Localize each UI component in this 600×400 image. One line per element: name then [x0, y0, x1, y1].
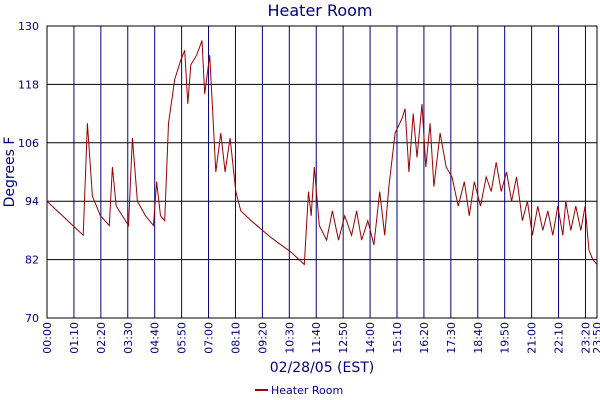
y-tick-label: 70: [25, 312, 39, 325]
y-tick-label: 94: [25, 195, 39, 208]
y-tick-label: 118: [18, 78, 39, 91]
plot-frame: [46, 25, 598, 319]
x-tick-label: 05:50: [176, 322, 189, 354]
x-tick-label: 14:00: [364, 322, 377, 354]
x-tick-label: 01:10: [68, 322, 81, 354]
x-tick-label: 19:50: [499, 322, 512, 354]
x-tick-label: 23:50: [591, 322, 600, 354]
y-axis-label: Degrees F: [2, 137, 18, 208]
x-tick-label: 09:20: [256, 322, 269, 354]
y-tick-label: 82: [25, 254, 39, 267]
x-tick-label: 21:00: [526, 322, 539, 354]
x-tick-label: 11:40: [310, 322, 323, 354]
x-tick-label: 12:50: [337, 322, 350, 354]
y-tick-label: 106: [18, 137, 39, 150]
x-tick-label: 23:20: [579, 322, 592, 354]
x-tick-label: 02:20: [95, 322, 108, 354]
x-tick-label: 22:10: [553, 322, 566, 354]
y-tick-label: 130: [18, 20, 39, 33]
x-tick-label: 00:00: [41, 322, 54, 354]
x-tick-label: 03:30: [122, 322, 135, 354]
x-axis-label: 02/28/05 (EST): [270, 360, 375, 376]
x-tick-label: 18:40: [472, 322, 485, 354]
x-tick-label: 16:20: [418, 322, 431, 354]
data-line: [46, 40, 598, 266]
x-tick-label: 17:30: [445, 322, 458, 354]
x-tick-label: 08:10: [229, 322, 242, 354]
chart-title: Heater Room: [267, 1, 372, 20]
x-tick-label: 04:40: [149, 322, 162, 354]
x-tick-label: 15:10: [391, 322, 404, 354]
x-tick-label: 07:00: [203, 322, 216, 354]
legend-label: Heater Room: [271, 384, 343, 397]
x-tick-label: 10:30: [283, 322, 296, 354]
